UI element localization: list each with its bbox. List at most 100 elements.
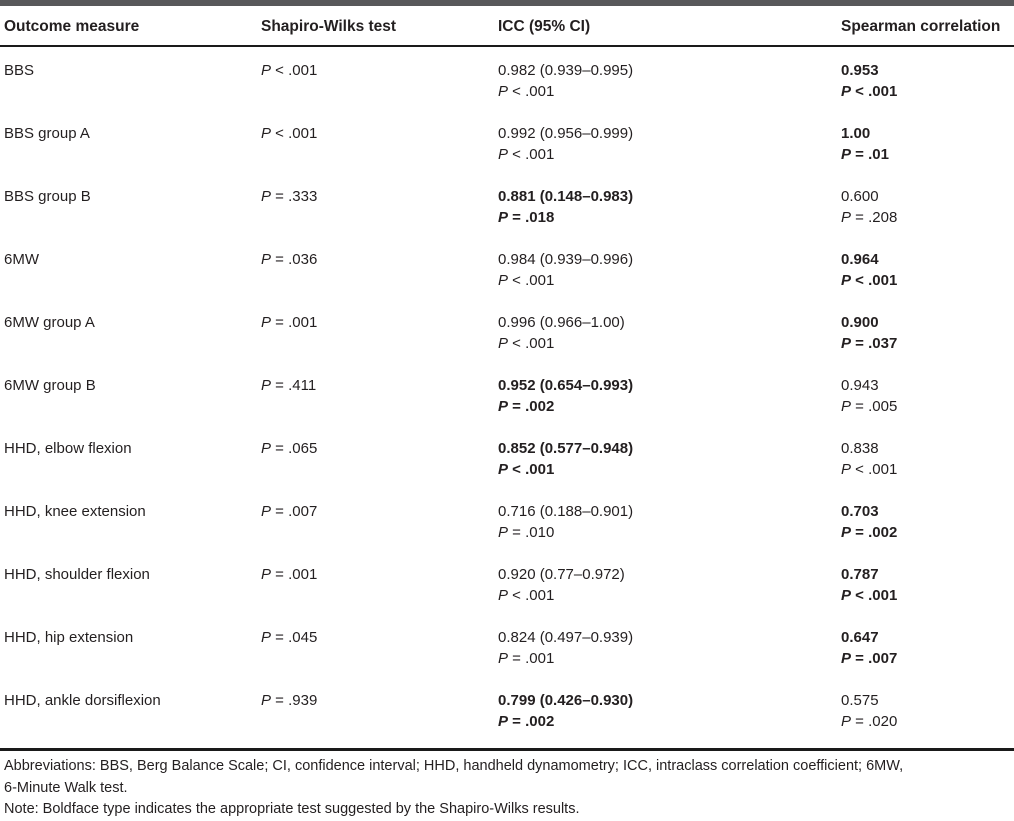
- spearman-cell: 0.600 P = .208: [841, 173, 1014, 236]
- table-header: Outcome measure Shapiro-Wilks test ICC (…: [0, 6, 1014, 47]
- spearman-p-value: P < .001: [841, 83, 898, 100]
- outcome-measure-label: HHD, knee extension: [4, 503, 146, 520]
- spearman-value: 0.900: [841, 314, 879, 331]
- outcome-measure-cell: BBS group A: [0, 110, 261, 173]
- shapiro-wilks-cell: P = .001: [261, 551, 498, 614]
- icc-p-value: P = .001: [498, 650, 555, 667]
- spearman-cell: 0.787 P < .001: [841, 551, 1014, 614]
- spearman-value: 0.943: [841, 377, 879, 394]
- column-header-shapiro-wilks: Shapiro-Wilks test: [261, 6, 498, 47]
- abbreviations-line-2: 6-Minute Walk test.: [4, 779, 128, 796]
- spearman-cell: 0.943 P = .005: [841, 362, 1014, 425]
- icc-value: 0.716 (0.188–0.901): [498, 503, 634, 520]
- table-top-rule: [0, 0, 1014, 6]
- p-symbol: P: [498, 398, 509, 415]
- outcome-measure-cell: 6MW group B: [0, 362, 261, 425]
- p-symbol: P: [841, 146, 852, 163]
- icc-p-value: P < .001: [498, 461, 555, 478]
- shapiro-wilks-cell: P = .939: [261, 677, 498, 740]
- p-symbol: P: [841, 272, 852, 289]
- p-symbol: P: [841, 524, 852, 541]
- spearman-cell: 0.575 P = .020: [841, 677, 1014, 740]
- spearman-value: 0.787: [841, 566, 879, 583]
- p-symbol: P: [261, 566, 272, 583]
- spearman-cell: 0.953 P < .001: [841, 46, 1014, 110]
- p-symbol: P: [261, 125, 272, 142]
- spearman-value: 0.600: [841, 188, 879, 205]
- column-header-outcome-measure: Outcome measure: [0, 6, 261, 47]
- p-symbol: P: [261, 629, 272, 646]
- outcome-measure-label: BBS: [4, 62, 35, 79]
- icc-value: 0.920 (0.77–0.972): [498, 566, 625, 583]
- spearman-value: 0.703: [841, 503, 879, 520]
- shapiro-wilks-cell: P = .045: [261, 614, 498, 677]
- spearman-cell: 0.900 P = .037: [841, 299, 1014, 362]
- spearman-p-value: P < .001: [841, 461, 898, 478]
- shapiro-wilks-cell: P = .333: [261, 173, 498, 236]
- shapiro-wilks-cell: P = .001: [261, 299, 498, 362]
- statistics-table: Outcome measure Shapiro-Wilks test ICC (…: [0, 6, 1014, 740]
- p-symbol: P: [498, 335, 509, 352]
- icc-value: 0.984 (0.939–0.996): [498, 251, 634, 268]
- outcome-measure-label: 6MW: [4, 251, 39, 268]
- table-body: BBS P < .001 0.982 (0.939–0.995) P < .001 0.…: [0, 46, 1014, 740]
- outcome-measure-label: BBS group A: [4, 125, 90, 142]
- spearman-p-value: P < .001: [841, 272, 898, 289]
- spearman-cell: 1.00 P = .01: [841, 110, 1014, 173]
- shapiro-p-value: P = .001: [261, 566, 318, 583]
- footnote-section: Abbreviations: BBS, Berg Balance Scale; …: [0, 748, 1014, 821]
- shapiro-p-value: P = .007: [261, 503, 318, 520]
- spearman-value: 0.838: [841, 440, 879, 457]
- p-symbol: P: [498, 461, 509, 478]
- icc-p-value: P < .001: [498, 335, 555, 352]
- p-symbol: P: [841, 209, 852, 226]
- outcome-measure-cell: 6MW group A: [0, 299, 261, 362]
- p-symbol: P: [841, 713, 852, 730]
- spearman-value: 0.964: [841, 251, 879, 268]
- spearman-value: 0.953: [841, 62, 879, 79]
- p-symbol: P: [498, 209, 509, 226]
- p-symbol: P: [498, 650, 509, 667]
- icc-cell: 0.982 (0.939–0.995) P < .001: [498, 46, 841, 110]
- p-symbol: P: [841, 461, 852, 478]
- p-symbol: P: [841, 83, 852, 100]
- icc-p-value: P = .018: [498, 209, 555, 226]
- outcome-measure-label: BBS group B: [4, 188, 91, 205]
- icc-p-value: P = .002: [498, 713, 555, 730]
- icc-cell: 0.881 (0.148–0.983) P = .018: [498, 173, 841, 236]
- outcome-measure-cell: HHD, hip extension: [0, 614, 261, 677]
- shapiro-p-value: P = .045: [261, 629, 318, 646]
- p-symbol: P: [498, 272, 509, 289]
- p-symbol: P: [261, 503, 272, 520]
- shapiro-wilks-cell: P = .036: [261, 236, 498, 299]
- p-symbol: P: [261, 314, 272, 331]
- icc-cell: 0.799 (0.426–0.930) P = .002: [498, 677, 841, 740]
- shapiro-wilks-cell: P < .001: [261, 46, 498, 110]
- outcome-measure-cell: BBS: [0, 46, 261, 110]
- icc-p-value: P = .002: [498, 398, 555, 415]
- outcome-measure-label: 6MW group A: [4, 314, 95, 331]
- shapiro-p-value: P = .065: [261, 440, 318, 457]
- column-header-icc: ICC (95% CI): [498, 6, 841, 47]
- shapiro-wilks-cell: P = .007: [261, 488, 498, 551]
- spearman-p-value: P < .001: [841, 587, 898, 604]
- abbreviations-line-1: Abbreviations: BBS, Berg Balance Scale; …: [4, 758, 904, 774]
- table-row: BBS group B P = .333 0.881 (0.148–0.983) P …: [0, 173, 1014, 236]
- p-symbol: P: [498, 524, 509, 541]
- icc-cell: 0.852 (0.577–0.948) P < .001: [498, 425, 841, 488]
- icc-cell: 0.996 (0.966–1.00) P < .001: [498, 299, 841, 362]
- spearman-value: 0.647: [841, 629, 879, 646]
- spearman-p-value: P = .020: [841, 713, 898, 730]
- icc-p-value: P < .001: [498, 83, 555, 100]
- spearman-value: 0.575: [841, 692, 879, 709]
- p-symbol: P: [261, 692, 272, 709]
- outcome-measure-cell: BBS group B: [0, 173, 261, 236]
- shapiro-p-value: P < .001: [261, 62, 318, 79]
- icc-value: 0.992 (0.956–0.999): [498, 125, 634, 142]
- table-header-row: Outcome measure Shapiro-Wilks test ICC (…: [0, 6, 1014, 47]
- outcome-measure-label: HHD, elbow flexion: [4, 440, 132, 457]
- spearman-value: 1.00: [841, 125, 871, 142]
- icc-p-value: P = .010: [498, 524, 555, 541]
- p-symbol: P: [261, 440, 272, 457]
- outcome-measure-cell: HHD, ankle dorsiflexion: [0, 677, 261, 740]
